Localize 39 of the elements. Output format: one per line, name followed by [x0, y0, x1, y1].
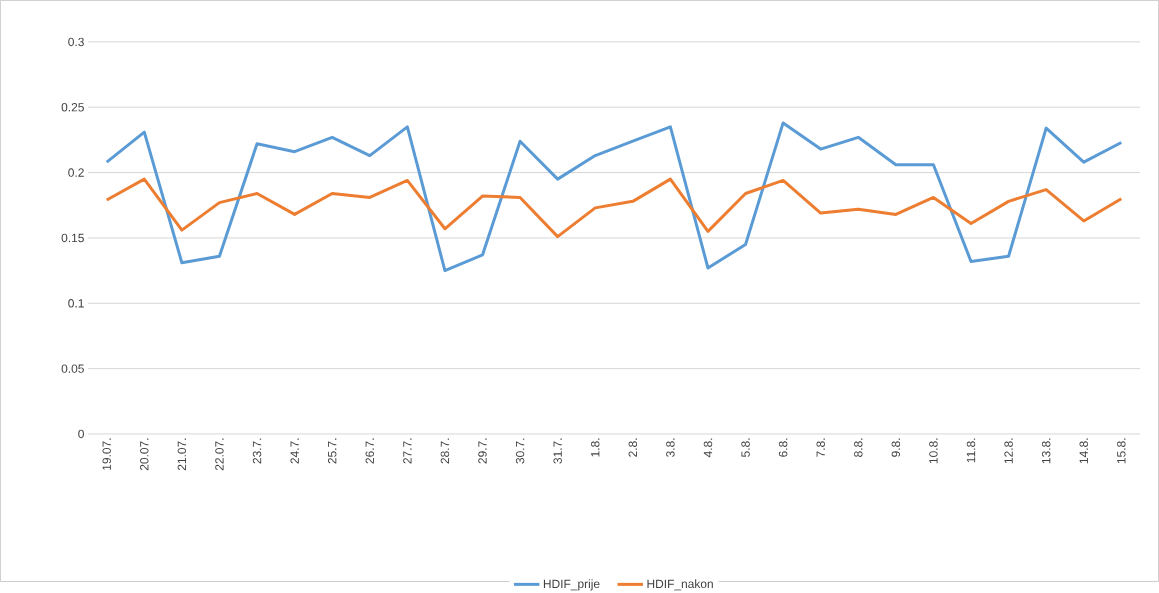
x-tick-label: 1.8. [591, 438, 600, 457]
x-tick-label: 21.07. [177, 438, 187, 470]
x-tick-label: 27.7. [403, 438, 412, 464]
x-tick-label: 8.8. [854, 438, 863, 457]
y-tick-label: 0 [78, 429, 84, 438]
x-tick-label: 20.07. [140, 438, 149, 470]
x-tick-label: 25.7. [327, 438, 337, 464]
x-tick-label: 15.8. [1117, 438, 1126, 463]
x-tick-label: 6.8. [778, 438, 788, 457]
y-tick-label: 0.2 [68, 168, 84, 177]
x-tick-label: 24.7. [290, 438, 299, 464]
x-tick-label: 5.8. [741, 438, 750, 457]
x-tick-label: 3.8. [666, 438, 675, 457]
x-tick-label: 26.7. [365, 438, 374, 464]
x-tick-label: 31.7. [553, 438, 562, 464]
line-series [105, 177, 1123, 238]
x-tick-label: 13.8. [1041, 438, 1051, 463]
x-tick-label: 29.7. [478, 438, 487, 464]
x-tick-label: 28.7. [440, 438, 450, 464]
x-tick-label: 30.7. [515, 438, 525, 464]
y-tick-label: 0.15 [61, 233, 84, 242]
x-tick-label: 12.8. [1004, 438, 1013, 463]
legend-label: HDIF_nakon [647, 579, 713, 591]
x-tick-label: 14.8. [1079, 438, 1088, 463]
y-tick-label: 0.1 [68, 298, 84, 308]
y-tick-label: 0.25 [61, 102, 84, 112]
y-tick-label: 0.05 [61, 364, 84, 373]
x-tick-label: 11.8. [966, 438, 976, 463]
x-tick-label: 23.7. [252, 438, 262, 464]
legend-label: HDIF_prije [543, 579, 600, 591]
x-tick-label: 10.8. [929, 438, 938, 463]
x-tick-label: 4.8. [703, 438, 713, 457]
x-tick-label: 22.07. [215, 438, 224, 470]
y-tick-label: 0.3 [68, 37, 84, 46]
x-tick-label: 7.8. [816, 438, 825, 457]
x-tick-label: 9.8. [891, 438, 901, 457]
x-tick-label: 19.07. [102, 438, 111, 470]
x-tick-label: 2.8. [628, 438, 638, 457]
line-series [105, 121, 1123, 272]
